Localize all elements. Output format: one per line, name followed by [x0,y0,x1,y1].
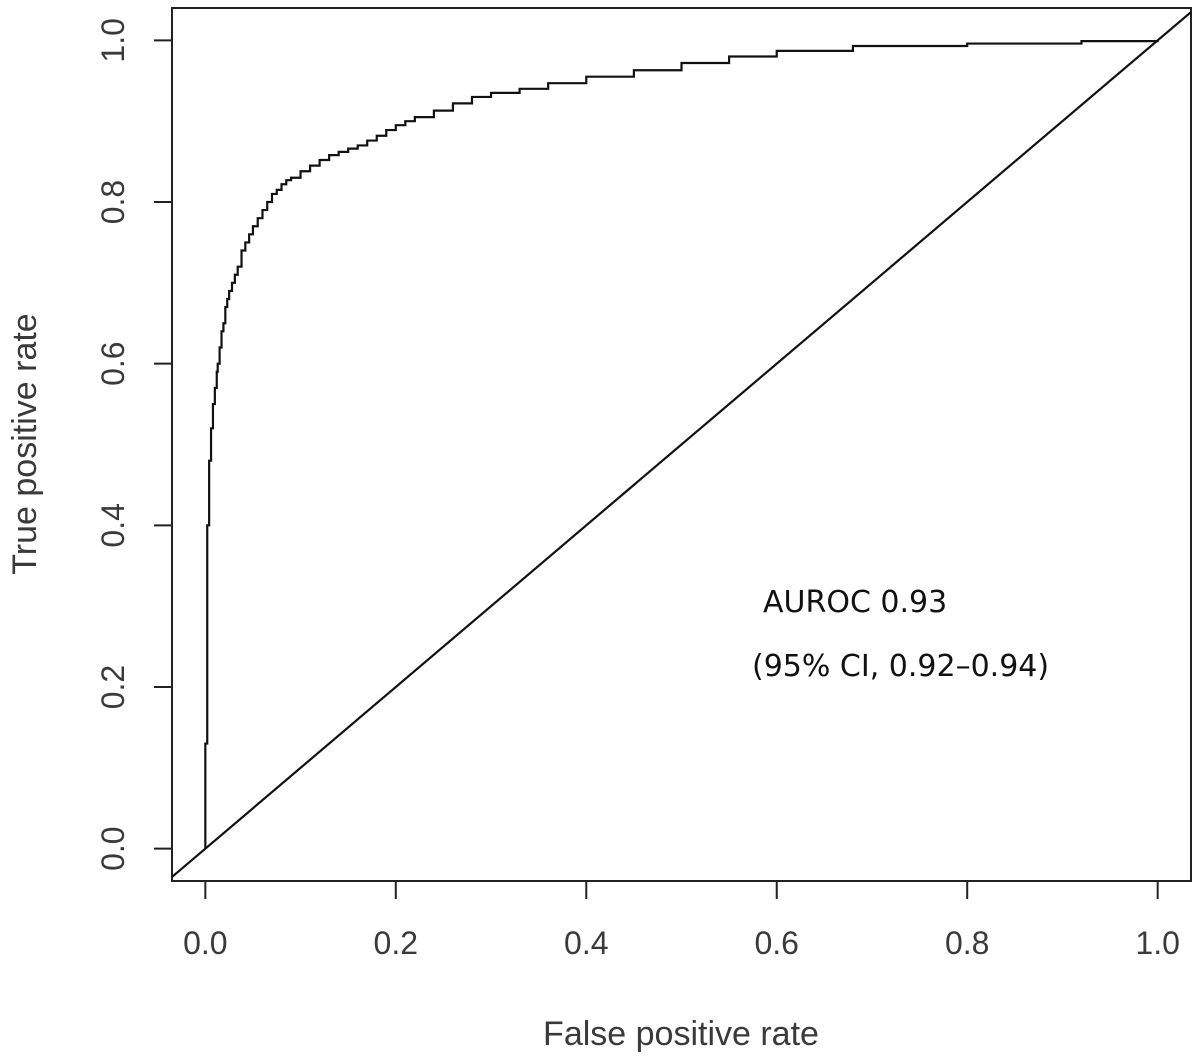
x-tick-label: 0.6 [754,925,798,961]
x-axis-label: False positive rate [543,1015,819,1053]
x-tick-label: 0.8 [945,925,989,961]
y-tick-label: 0.0 [95,826,131,870]
y-tick-label: 0.4 [95,503,131,547]
y-tick-label: 0.6 [95,341,131,385]
y-tick-label: 0.8 [95,180,131,224]
x-tick-label: 0.4 [564,925,608,961]
y-axis-label: True positive rate [6,313,44,574]
annotation-ci: (95% CI, 0.92–0.94) [752,649,1049,684]
reference-diagonal-line [172,11,1191,878]
x-tick-label: 1.0 [1135,925,1179,961]
plot-frame [171,7,1192,882]
y-tick-label: 0.2 [95,665,131,709]
roc-curve-line [204,40,1159,849]
y-tick-label: 1.0 [95,18,131,62]
annotation-auroc: AUROC 0.93 [763,585,947,620]
y-axis: 0.0 0.2 0.4 0.6 0.8 1.0 [95,18,172,871]
x-axis: 0.0 0.2 0.4 0.6 0.8 1.0 [183,881,1180,961]
x-tick-label: 0.0 [183,925,227,961]
series-layer [172,11,1191,878]
x-tick-label: 0.2 [374,925,418,961]
